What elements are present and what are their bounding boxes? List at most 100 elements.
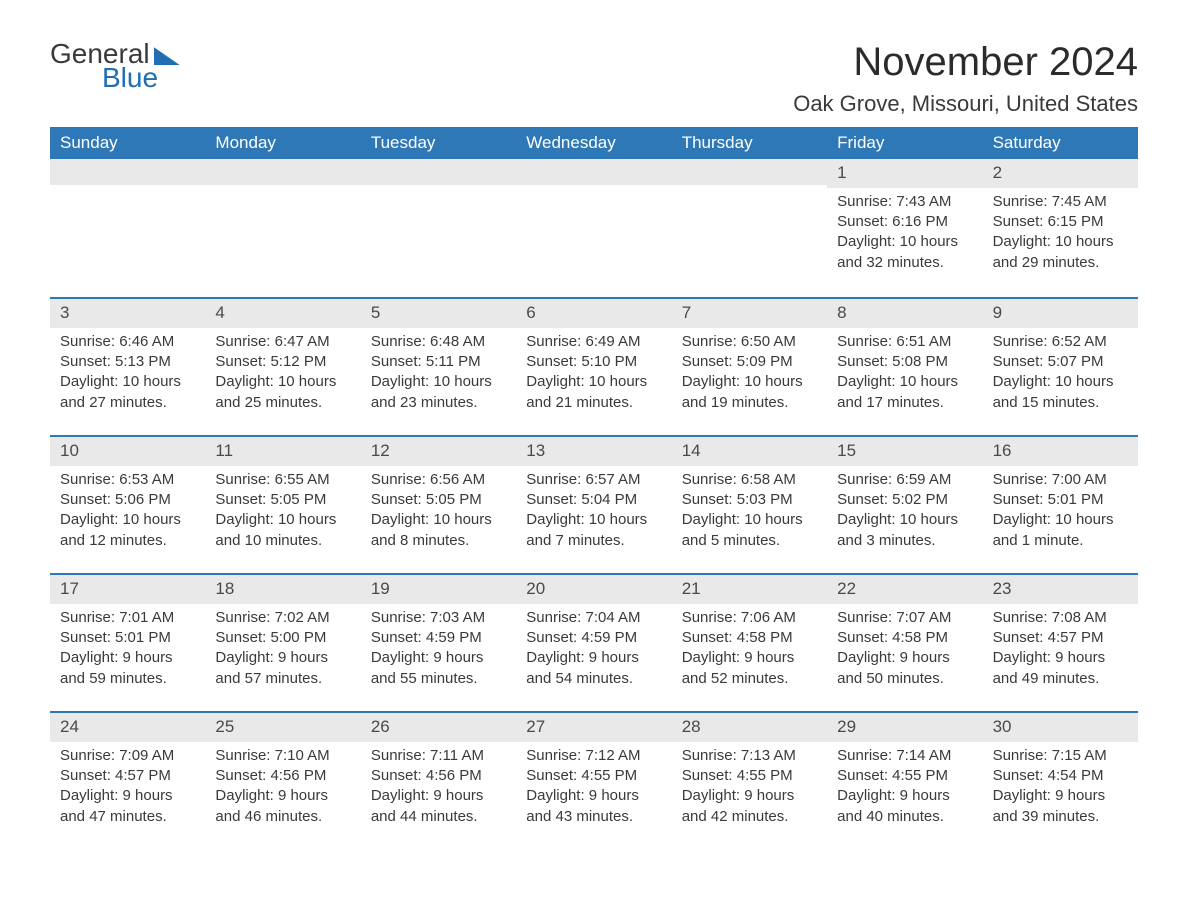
sunrise-line: Sunrise: 6:52 AM xyxy=(993,332,1128,352)
sunset-line: Sunset: 5:02 PM xyxy=(837,490,972,510)
daylight-line: Daylight: 9 hours and 43 minutes. xyxy=(526,786,661,827)
calendar-cell: 17Sunrise: 7:01 AMSunset: 5:01 PMDayligh… xyxy=(50,575,205,711)
week-row: 24Sunrise: 7:09 AMSunset: 4:57 PMDayligh… xyxy=(50,711,1138,849)
sunrise-line: Sunrise: 6:50 AM xyxy=(682,332,817,352)
calendar-cell: 27Sunrise: 7:12 AMSunset: 4:55 PMDayligh… xyxy=(516,713,671,849)
daylight-line: Daylight: 10 hours and 8 minutes. xyxy=(371,510,506,551)
sunrise-line: Sunrise: 7:01 AM xyxy=(60,608,195,628)
calendar-cell: 13Sunrise: 6:57 AMSunset: 5:04 PMDayligh… xyxy=(516,437,671,573)
day-number xyxy=(205,159,360,185)
calendar-cell xyxy=(205,159,360,297)
day-number: 12 xyxy=(361,437,516,466)
day-number: 16 xyxy=(983,437,1138,466)
day-number: 29 xyxy=(827,713,982,742)
sunset-line: Sunset: 5:05 PM xyxy=(371,490,506,510)
daylight-line: Daylight: 10 hours and 10 minutes. xyxy=(215,510,350,551)
cell-body: Sunrise: 7:03 AMSunset: 4:59 PMDaylight:… xyxy=(361,604,516,699)
calendar: Sunday Monday Tuesday Wednesday Thursday… xyxy=(50,127,1138,849)
daylight-line: Daylight: 10 hours and 21 minutes. xyxy=(526,372,661,413)
logo-flag-icon xyxy=(154,47,180,65)
daylight-line: Daylight: 9 hours and 46 minutes. xyxy=(215,786,350,827)
day-number: 17 xyxy=(50,575,205,604)
calendar-cell xyxy=(516,159,671,297)
day-header-friday: Friday xyxy=(827,127,982,159)
day-number: 19 xyxy=(361,575,516,604)
cell-body: Sunrise: 6:52 AMSunset: 5:07 PMDaylight:… xyxy=(983,328,1138,423)
day-number: 11 xyxy=(205,437,360,466)
day-number: 3 xyxy=(50,299,205,328)
day-number: 5 xyxy=(361,299,516,328)
cell-body: Sunrise: 7:13 AMSunset: 4:55 PMDaylight:… xyxy=(672,742,827,837)
calendar-cell: 5Sunrise: 6:48 AMSunset: 5:11 PMDaylight… xyxy=(361,299,516,435)
daylight-line: Daylight: 9 hours and 44 minutes. xyxy=(371,786,506,827)
sunset-line: Sunset: 4:57 PM xyxy=(993,628,1128,648)
cell-body: Sunrise: 7:12 AMSunset: 4:55 PMDaylight:… xyxy=(516,742,671,837)
cell-body: Sunrise: 6:55 AMSunset: 5:05 PMDaylight:… xyxy=(205,466,360,561)
sunrise-line: Sunrise: 7:13 AM xyxy=(682,746,817,766)
cell-body: Sunrise: 7:01 AMSunset: 5:01 PMDaylight:… xyxy=(50,604,205,699)
logo-word-blue: Blue xyxy=(102,64,180,92)
sunset-line: Sunset: 4:56 PM xyxy=(215,766,350,786)
day-number: 24 xyxy=(50,713,205,742)
sunrise-line: Sunrise: 7:03 AM xyxy=(371,608,506,628)
cell-body: Sunrise: 6:58 AMSunset: 5:03 PMDaylight:… xyxy=(672,466,827,561)
sunrise-line: Sunrise: 6:57 AM xyxy=(526,470,661,490)
day-number xyxy=(672,159,827,185)
day-header-sunday: Sunday xyxy=(50,127,205,159)
week-row: 3Sunrise: 6:46 AMSunset: 5:13 PMDaylight… xyxy=(50,297,1138,435)
sunset-line: Sunset: 4:55 PM xyxy=(682,766,817,786)
calendar-cell: 23Sunrise: 7:08 AMSunset: 4:57 PMDayligh… xyxy=(983,575,1138,711)
calendar-cell: 11Sunrise: 6:55 AMSunset: 5:05 PMDayligh… xyxy=(205,437,360,573)
sunrise-line: Sunrise: 6:53 AM xyxy=(60,470,195,490)
sunset-line: Sunset: 5:00 PM xyxy=(215,628,350,648)
cell-body: Sunrise: 6:49 AMSunset: 5:10 PMDaylight:… xyxy=(516,328,671,423)
cell-body: Sunrise: 7:43 AMSunset: 6:16 PMDaylight:… xyxy=(827,188,982,283)
sunset-line: Sunset: 4:56 PM xyxy=(371,766,506,786)
calendar-cell: 14Sunrise: 6:58 AMSunset: 5:03 PMDayligh… xyxy=(672,437,827,573)
sunrise-line: Sunrise: 6:47 AM xyxy=(215,332,350,352)
day-number: 9 xyxy=(983,299,1138,328)
day-number: 13 xyxy=(516,437,671,466)
sunset-line: Sunset: 4:55 PM xyxy=(526,766,661,786)
daylight-line: Daylight: 9 hours and 57 minutes. xyxy=(215,648,350,689)
calendar-cell: 15Sunrise: 6:59 AMSunset: 5:02 PMDayligh… xyxy=(827,437,982,573)
cell-body: Sunrise: 7:08 AMSunset: 4:57 PMDaylight:… xyxy=(983,604,1138,699)
cell-body: Sunrise: 7:11 AMSunset: 4:56 PMDaylight:… xyxy=(361,742,516,837)
sunset-line: Sunset: 4:55 PM xyxy=(837,766,972,786)
sunset-line: Sunset: 5:13 PM xyxy=(60,352,195,372)
sunset-line: Sunset: 6:15 PM xyxy=(993,212,1128,232)
calendar-cell: 28Sunrise: 7:13 AMSunset: 4:55 PMDayligh… xyxy=(672,713,827,849)
cell-body: Sunrise: 6:48 AMSunset: 5:11 PMDaylight:… xyxy=(361,328,516,423)
sunrise-line: Sunrise: 7:12 AM xyxy=(526,746,661,766)
calendar-cell: 12 Sunrise: 6:56 AMSunset: 5:05 PMDayligh… xyxy=(361,437,516,573)
cell-body: Sunrise: 6:51 AMSunset: 5:08 PMDaylight:… xyxy=(827,328,982,423)
day-number: 14 xyxy=(672,437,827,466)
sunrise-line: Sunrise: 7:15 AM xyxy=(993,746,1128,766)
calendar-cell xyxy=(361,159,516,297)
day-header-thursday: Thursday xyxy=(672,127,827,159)
calendar-cell: 3Sunrise: 6:46 AMSunset: 5:13 PMDaylight… xyxy=(50,299,205,435)
sunrise-line: Sunrise: 7:07 AM xyxy=(837,608,972,628)
sunset-line: Sunset: 6:16 PM xyxy=(837,212,972,232)
sunset-line: Sunset: 5:07 PM xyxy=(993,352,1128,372)
daylight-line: Daylight: 9 hours and 47 minutes. xyxy=(60,786,195,827)
daylight-line: Daylight: 10 hours and 17 minutes. xyxy=(837,372,972,413)
daylight-line: Daylight: 9 hours and 40 minutes. xyxy=(837,786,972,827)
cell-body: Sunrise: 6:59 AMSunset: 5:02 PMDaylight:… xyxy=(827,466,982,561)
sunset-line: Sunset: 5:01 PM xyxy=(60,628,195,648)
sunset-line: Sunset: 5:05 PM xyxy=(215,490,350,510)
cell-body: Sunrise: 7:07 AMSunset: 4:58 PMDaylight:… xyxy=(827,604,982,699)
month-title: November 2024 xyxy=(793,40,1138,85)
sunset-line: Sunset: 5:12 PM xyxy=(215,352,350,372)
sunrise-line: Sunrise: 6:48 AM xyxy=(371,332,506,352)
sunset-line: Sunset: 5:09 PM xyxy=(682,352,817,372)
sunset-line: Sunset: 5:01 PM xyxy=(993,490,1128,510)
day-number: 27 xyxy=(516,713,671,742)
sunrise-line: Sunrise: 6:56 AM xyxy=(371,470,506,490)
logo: General Blue xyxy=(50,40,180,92)
sunrise-line: Sunrise: 7:00 AM xyxy=(993,470,1128,490)
daylight-line: Daylight: 10 hours and 25 minutes. xyxy=(215,372,350,413)
calendar-cell xyxy=(672,159,827,297)
sunrise-line: Sunrise: 7:02 AM xyxy=(215,608,350,628)
sunrise-line: Sunrise: 7:06 AM xyxy=(682,608,817,628)
